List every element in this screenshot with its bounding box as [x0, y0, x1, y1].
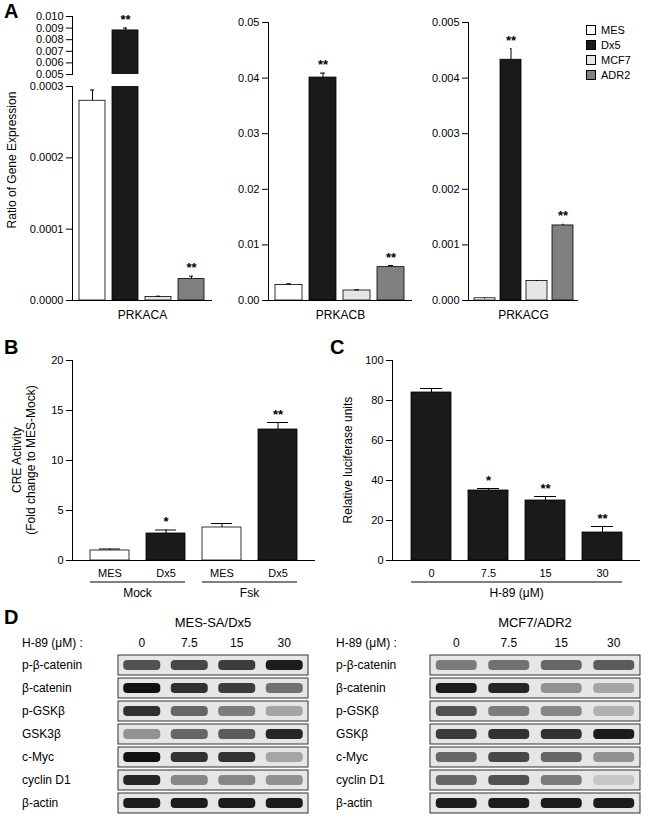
svg-text:10: 10	[51, 454, 63, 466]
svg-text:15: 15	[51, 404, 63, 416]
svg-text:0.01: 0.01	[238, 238, 259, 250]
html-text:Dx5: Dx5	[601, 38, 621, 51]
svg-text:0.02: 0.02	[238, 183, 259, 195]
html-text:Relative luciferase units: Relative luciferase units	[341, 396, 355, 524]
html-text:A: A	[4, 0, 19, 22]
svg-text:0.009: 0.009	[36, 22, 64, 34]
svg-text:0.003: 0.003	[432, 127, 460, 139]
svg-text:0.05: 0.05	[238, 16, 259, 28]
svg-text:40: 40	[371, 474, 383, 486]
svg-text:**: **	[273, 407, 284, 422]
svg-text:0.001: 0.001	[432, 238, 460, 250]
svg-text:15: 15	[230, 636, 244, 650]
svg-text:30: 30	[278, 636, 292, 650]
svg-text:H-89 (μM) :: H-89 (μM) :	[22, 636, 83, 650]
svg-text:MES: MES	[98, 567, 122, 579]
html-text:MES: MES	[601, 23, 625, 36]
svg-text:PRKACA: PRKACA	[118, 308, 167, 322]
svg-text:0.04: 0.04	[238, 72, 259, 84]
svg-text:MES: MES	[210, 567, 234, 579]
svg-text:β-actin: β-actin	[336, 796, 372, 810]
svg-text:β-catenin: β-catenin	[336, 681, 386, 695]
svg-text:p-GSKβ: p-GSKβ	[336, 704, 379, 718]
svg-text:30: 30	[607, 636, 621, 650]
svg-text:c-Myc: c-Myc	[22, 750, 54, 764]
svg-text:β-catenin: β-catenin	[22, 681, 72, 695]
svg-text:0: 0	[57, 554, 63, 566]
svg-text:0.010: 0.010	[36, 10, 64, 22]
svg-text:c-Myc: c-Myc	[336, 750, 368, 764]
svg-text:**: **	[597, 511, 608, 526]
svg-text:**: **	[540, 481, 551, 496]
svg-text:0: 0	[377, 554, 383, 566]
svg-text:60: 60	[371, 434, 383, 446]
svg-text:Mock: Mock	[123, 586, 153, 600]
svg-text:0.03: 0.03	[238, 127, 259, 139]
svg-text:GSKβ: GSKβ	[336, 727, 368, 741]
svg-text:0: 0	[428, 567, 434, 579]
svg-text:15: 15	[539, 567, 551, 579]
html-text:CRE Activity: CRE Activity	[10, 427, 24, 493]
html-text:ADR2: ADR2	[601, 68, 631, 81]
svg-text:0.0002: 0.0002	[30, 151, 64, 163]
svg-text:H-89 (μM): H-89 (μM)	[489, 586, 543, 600]
svg-text:MCF7/ADR2: MCF7/ADR2	[498, 615, 572, 630]
svg-text:0: 0	[138, 636, 145, 650]
svg-text:p-GSKβ: p-GSKβ	[22, 704, 65, 718]
svg-text:PRKACB: PRKACB	[316, 308, 365, 322]
svg-text:0.002: 0.002	[432, 183, 460, 195]
svg-text:*: *	[163, 514, 169, 529]
html-text:C: C	[330, 336, 345, 358]
svg-text:GSK3β: GSK3β	[22, 727, 61, 741]
html-text:D: D	[4, 606, 19, 628]
svg-text:0.0003: 0.0003	[30, 80, 64, 92]
svg-text:cyclin D1: cyclin D1	[336, 773, 385, 787]
html-text:MCF7: MCF7	[601, 53, 631, 66]
svg-text:0.008: 0.008	[36, 33, 64, 45]
svg-text:30: 30	[596, 567, 608, 579]
svg-text:0.000: 0.000	[432, 294, 460, 306]
svg-text:0.0000: 0.0000	[30, 294, 64, 306]
svg-text:20: 20	[51, 354, 63, 366]
svg-text:Dx5: Dx5	[156, 567, 176, 579]
html-text:Ratio of Gene Expression: Ratio of Gene Expression	[5, 91, 19, 229]
svg-text:**: **	[120, 12, 131, 27]
svg-text:7.5: 7.5	[181, 636, 198, 650]
svg-text:0.004: 0.004	[432, 72, 460, 84]
svg-text:80: 80	[371, 394, 383, 406]
svg-text:*: *	[486, 473, 492, 488]
html-text:(Fold change to MES-Mock): (Fold change to MES-Mock)	[24, 385, 38, 535]
svg-text:MES-SA/Dx5: MES-SA/Dx5	[175, 615, 252, 630]
svg-text:0.007: 0.007	[36, 45, 64, 57]
svg-text:p-β-catenin: p-β-catenin	[22, 658, 82, 672]
svg-text:7.5: 7.5	[500, 636, 517, 650]
svg-text:5: 5	[57, 504, 63, 516]
svg-text:p-β-catenin: p-β-catenin	[336, 658, 396, 672]
svg-text:0.00: 0.00	[238, 294, 259, 306]
svg-text:**: **	[386, 250, 397, 265]
svg-text:Dx5: Dx5	[268, 567, 288, 579]
svg-text:7.5: 7.5	[481, 567, 496, 579]
svg-text:**: **	[186, 260, 197, 275]
svg-text:cyclin D1: cyclin D1	[22, 773, 71, 787]
svg-text:0.005: 0.005	[432, 16, 460, 28]
html-text:B: B	[4, 336, 19, 358]
svg-text:**: **	[506, 33, 517, 48]
svg-text:20: 20	[371, 514, 383, 526]
svg-text:**: **	[318, 57, 329, 72]
svg-text:0.005: 0.005	[36, 68, 64, 80]
svg-text:**: **	[558, 208, 569, 223]
svg-text:Fsk: Fsk	[240, 586, 260, 600]
svg-text:β-actin: β-actin	[22, 796, 58, 810]
svg-text:15: 15	[555, 636, 569, 650]
svg-text:0.0001: 0.0001	[30, 223, 64, 235]
svg-text:0.006: 0.006	[36, 56, 64, 68]
svg-text:100: 100	[365, 354, 383, 366]
svg-text:H-89 (μM) :: H-89 (μM) :	[336, 636, 397, 650]
svg-text:PRKACG: PRKACG	[498, 308, 549, 322]
svg-text:0: 0	[453, 636, 460, 650]
